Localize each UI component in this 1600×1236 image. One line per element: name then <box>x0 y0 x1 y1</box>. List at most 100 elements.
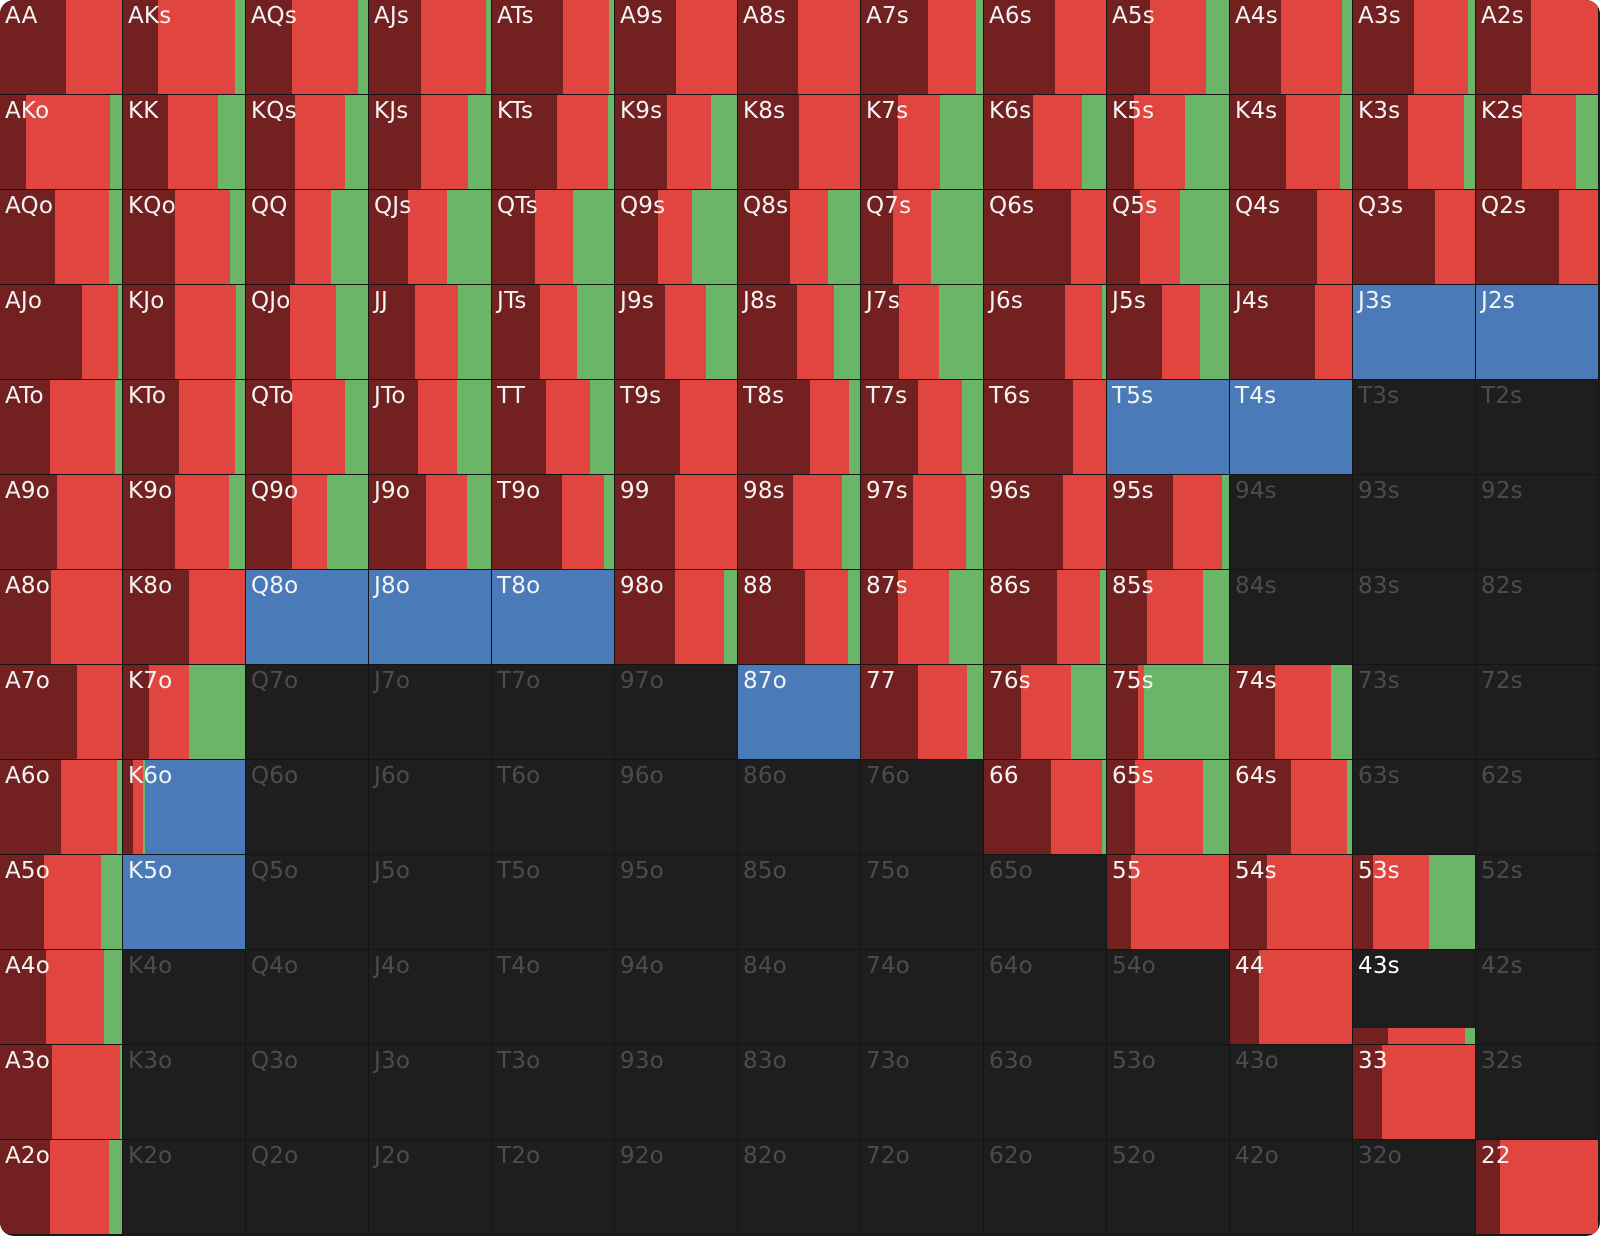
hand-cell-74o[interactable]: 74o <box>861 950 984 1045</box>
hand-cell-75s[interactable]: 75s <box>1107 665 1230 760</box>
hand-cell-qq[interactable]: QQ <box>246 190 369 285</box>
hand-cell-98o[interactable]: 98o <box>615 570 738 665</box>
hand-cell-84o[interactable]: 84o <box>738 950 861 1045</box>
hand-cell-76o[interactable]: 76o <box>861 760 984 855</box>
hand-cell-k3s[interactable]: K3s <box>1353 95 1476 190</box>
hand-cell-kqo[interactable]: KQo <box>123 190 246 285</box>
hand-cell-53o[interactable]: 53o <box>1107 1045 1230 1140</box>
hand-cell-22[interactable]: 22 <box>1476 1140 1599 1235</box>
hand-cell-a5s[interactable]: A5s <box>1107 0 1230 95</box>
hand-cell-82s[interactable]: 82s <box>1476 570 1599 665</box>
hand-cell-q8s[interactable]: Q8s <box>738 190 861 285</box>
hand-cell-j6o[interactable]: J6o <box>369 760 492 855</box>
hand-cell-83s[interactable]: 83s <box>1353 570 1476 665</box>
hand-cell-j5o[interactable]: J5o <box>369 855 492 950</box>
hand-cell-85o[interactable]: 85o <box>738 855 861 950</box>
hand-cell-t7o[interactable]: T7o <box>492 665 615 760</box>
hand-cell-43o[interactable]: 43o <box>1230 1045 1353 1140</box>
hand-cell-93s[interactable]: 93s <box>1353 475 1476 570</box>
hand-cell-63o[interactable]: 63o <box>984 1045 1107 1140</box>
hand-cell-65o[interactable]: 65o <box>984 855 1107 950</box>
hand-cell-t9o[interactable]: T9o <box>492 475 615 570</box>
hand-cell-94o[interactable]: 94o <box>615 950 738 1045</box>
hand-cell-a2s[interactable]: A2s <box>1476 0 1599 95</box>
hand-cell-a3s[interactable]: A3s <box>1353 0 1476 95</box>
hand-cell-ats[interactable]: ATs <box>492 0 615 95</box>
hand-cell-66[interactable]: 66 <box>984 760 1107 855</box>
hand-cell-ato[interactable]: ATo <box>0 380 123 475</box>
hand-cell-a4s[interactable]: A4s <box>1230 0 1353 95</box>
hand-cell-32o[interactable]: 32o <box>1353 1140 1476 1235</box>
hand-cell-54s[interactable]: 54s <box>1230 855 1353 950</box>
hand-cell-kjo[interactable]: KJo <box>123 285 246 380</box>
hand-cell-k2o[interactable]: K2o <box>123 1140 246 1235</box>
hand-cell-73o[interactable]: 73o <box>861 1045 984 1140</box>
hand-cell-aa[interactable]: AA <box>0 0 123 95</box>
hand-cell-q5o[interactable]: Q5o <box>246 855 369 950</box>
hand-cell-93o[interactable]: 93o <box>615 1045 738 1140</box>
hand-cell-q4s[interactable]: Q4s <box>1230 190 1353 285</box>
hand-cell-j6s[interactable]: J6s <box>984 285 1107 380</box>
hand-cell-95s[interactable]: 95s <box>1107 475 1230 570</box>
hand-cell-52o[interactable]: 52o <box>1107 1140 1230 1235</box>
hand-cell-88[interactable]: 88 <box>738 570 861 665</box>
hand-cell-t3o[interactable]: T3o <box>492 1045 615 1140</box>
hand-cell-j2o[interactable]: J2o <box>369 1140 492 1235</box>
hand-cell-jto[interactable]: JTo <box>369 380 492 475</box>
hand-cell-99[interactable]: 99 <box>615 475 738 570</box>
hand-cell-73s[interactable]: 73s <box>1353 665 1476 760</box>
hand-cell-92s[interactable]: 92s <box>1476 475 1599 570</box>
hand-cell-k3o[interactable]: K3o <box>123 1045 246 1140</box>
hand-cell-j4o[interactable]: J4o <box>369 950 492 1045</box>
hand-cell-k8o[interactable]: K8o <box>123 570 246 665</box>
hand-cell-j8s[interactable]: J8s <box>738 285 861 380</box>
hand-cell-63s[interactable]: 63s <box>1353 760 1476 855</box>
hand-cell-k9o[interactable]: K9o <box>123 475 246 570</box>
hand-cell-t8s[interactable]: T8s <box>738 380 861 475</box>
hand-cell-k7o[interactable]: K7o <box>123 665 246 760</box>
hand-cell-kjs[interactable]: KJs <box>369 95 492 190</box>
hand-cell-k6o[interactable]: K6o <box>123 760 246 855</box>
hand-cell-a2o[interactable]: A2o <box>0 1140 123 1235</box>
hand-cell-a6s[interactable]: A6s <box>984 0 1107 95</box>
hand-cell-j7s[interactable]: J7s <box>861 285 984 380</box>
hand-cell-t6s[interactable]: T6s <box>984 380 1107 475</box>
hand-cell-t8o[interactable]: T8o <box>492 570 615 665</box>
hand-cell-86o[interactable]: 86o <box>738 760 861 855</box>
hand-cell-84s[interactable]: 84s <box>1230 570 1353 665</box>
hand-cell-83o[interactable]: 83o <box>738 1045 861 1140</box>
hand-cell-98s[interactable]: 98s <box>738 475 861 570</box>
hand-cell-42o[interactable]: 42o <box>1230 1140 1353 1235</box>
hand-cell-t3s[interactable]: T3s <box>1353 380 1476 475</box>
hand-cell-q3o[interactable]: Q3o <box>246 1045 369 1140</box>
hand-cell-jj[interactable]: JJ <box>369 285 492 380</box>
hand-cell-q3s[interactable]: Q3s <box>1353 190 1476 285</box>
hand-cell-t6o[interactable]: T6o <box>492 760 615 855</box>
hand-cell-qjs[interactable]: QJs <box>369 190 492 285</box>
hand-cell-kqs[interactable]: KQs <box>246 95 369 190</box>
hand-cell-k8s[interactable]: K8s <box>738 95 861 190</box>
hand-cell-74s[interactable]: 74s <box>1230 665 1353 760</box>
hand-cell-q2o[interactable]: Q2o <box>246 1140 369 1235</box>
hand-cell-t5o[interactable]: T5o <box>492 855 615 950</box>
hand-cell-65s[interactable]: 65s <box>1107 760 1230 855</box>
hand-cell-q5s[interactable]: Q5s <box>1107 190 1230 285</box>
hand-cell-97o[interactable]: 97o <box>615 665 738 760</box>
hand-cell-q9s[interactable]: Q9s <box>615 190 738 285</box>
hand-cell-k4o[interactable]: K4o <box>123 950 246 1045</box>
hand-cell-53s[interactable]: 53s <box>1353 855 1476 950</box>
hand-cell-j3s[interactable]: J3s <box>1353 285 1476 380</box>
hand-cell-a7o[interactable]: A7o <box>0 665 123 760</box>
hand-cell-ajs[interactable]: AJs <box>369 0 492 95</box>
hand-cell-k7s[interactable]: K7s <box>861 95 984 190</box>
hand-cell-k9s[interactable]: K9s <box>615 95 738 190</box>
hand-cell-a9o[interactable]: A9o <box>0 475 123 570</box>
hand-cell-t9s[interactable]: T9s <box>615 380 738 475</box>
hand-cell-a5o[interactable]: A5o <box>0 855 123 950</box>
hand-cell-87o[interactable]: 87o <box>738 665 861 760</box>
hand-cell-a7s[interactable]: A7s <box>861 0 984 95</box>
hand-cell-j9s[interactable]: J9s <box>615 285 738 380</box>
hand-cell-k4s[interactable]: K4s <box>1230 95 1353 190</box>
hand-cell-96o[interactable]: 96o <box>615 760 738 855</box>
hand-cell-95o[interactable]: 95o <box>615 855 738 950</box>
